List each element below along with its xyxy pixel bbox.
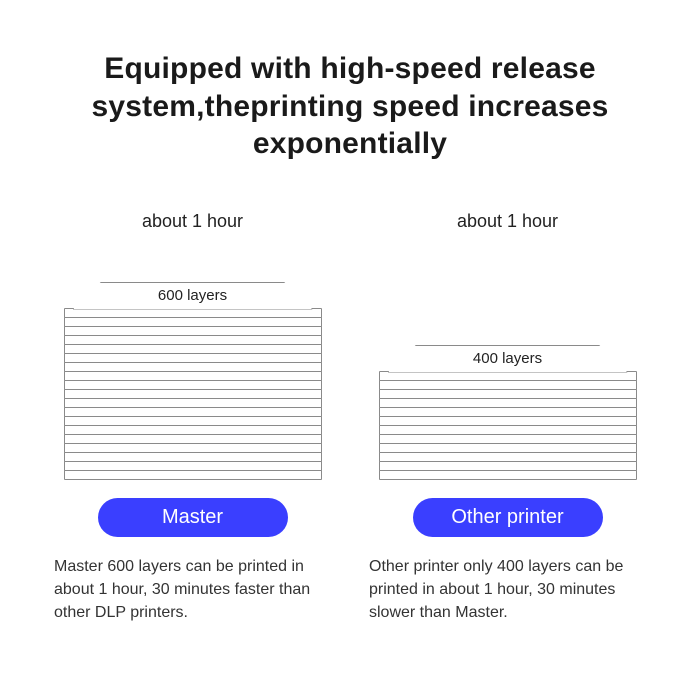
badge-master: Master — [98, 498, 288, 537]
badge-other-printer: Other printer — [413, 498, 603, 537]
column-other: about 1 hour 400 layers Other printer Ot… — [365, 211, 650, 625]
comparison-columns: about 1 hour 600 layers Master Master 60… — [50, 211, 650, 625]
description-right: Other printer only 400 layers can be pri… — [365, 555, 650, 625]
layer-sheet — [64, 470, 322, 480]
layer-stack-left: 600 layers — [63, 282, 323, 480]
layers-count-cap-right: 400 layers — [388, 345, 628, 373]
layer-sheet — [379, 470, 637, 480]
time-label-right: about 1 hour — [457, 211, 558, 232]
column-master: about 1 hour 600 layers Master Master 60… — [50, 211, 335, 625]
stack-area-right: 400 layers — [365, 250, 650, 480]
layers-count-cap-left: 600 layers — [73, 282, 313, 310]
time-label-left: about 1 hour — [142, 211, 243, 232]
headline: Equipped with high-speed release system,… — [50, 50, 650, 163]
description-left: Master 600 layers can be printed in abou… — [50, 555, 335, 625]
layer-stack-right: 400 layers — [378, 345, 638, 480]
stack-area-left: 600 layers — [50, 250, 335, 480]
